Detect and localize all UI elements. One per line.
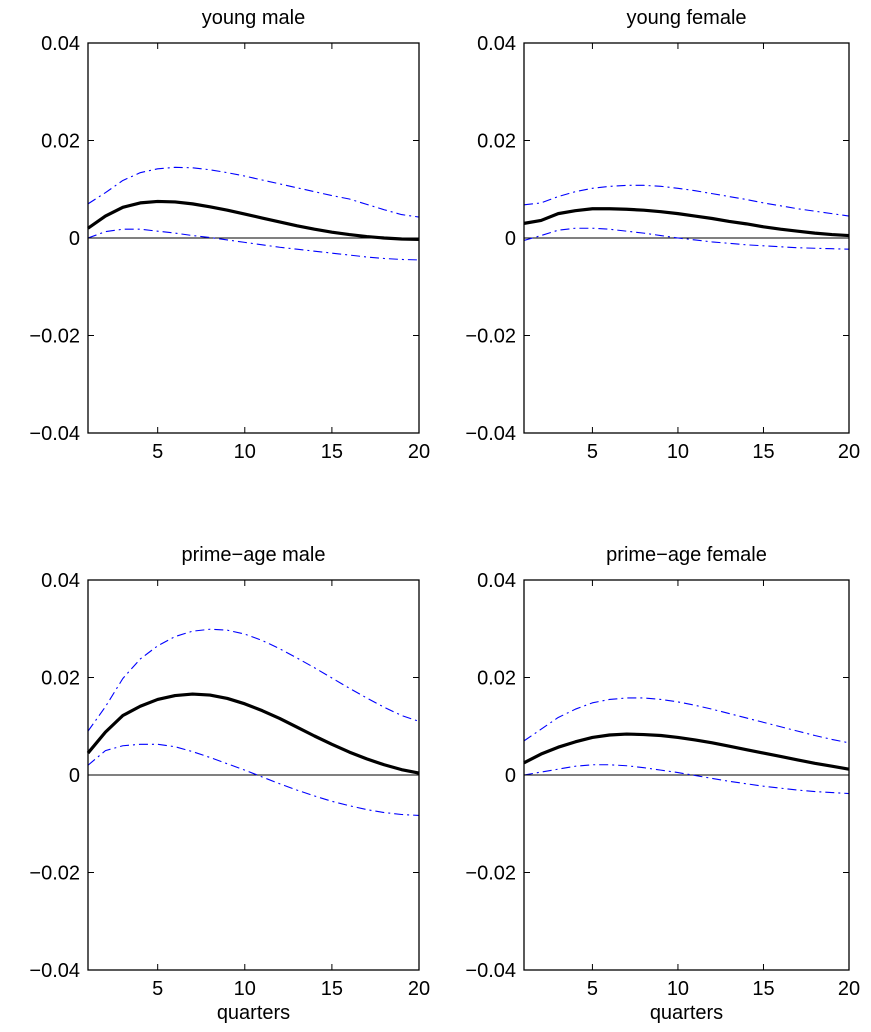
y-tick-label: −0.02 — [29, 863, 80, 885]
x-tick-label: 20 — [838, 978, 860, 1000]
x-tick-label: 15 — [752, 978, 774, 1000]
series-upper-line — [523, 697, 850, 744]
y-tick-label: 0 — [69, 228, 80, 250]
y-tick-label: −0.04 — [29, 423, 80, 445]
series-estimate-line — [523, 207, 850, 238]
y-tick-label: 0.04 — [477, 570, 516, 592]
series-upper-line — [523, 184, 850, 217]
x-tick-label: 15 — [321, 978, 343, 1000]
y-tick-label: 0.02 — [41, 131, 80, 153]
x-tick-label: 10 — [234, 978, 256, 1000]
x-tick-label: 20 — [408, 978, 430, 1000]
x-axis-label: quarters — [650, 1002, 723, 1024]
series-lower-line — [523, 764, 850, 795]
x-tick-label: 20 — [838, 441, 860, 463]
series-estimate-line — [87, 199, 420, 242]
y-tick-label: 0.02 — [477, 131, 516, 153]
x-tick-label: 20 — [408, 441, 430, 463]
y-tick-label: −0.02 — [29, 326, 80, 348]
x-tick-label: 5 — [587, 441, 598, 463]
panel-title: prime−age female — [606, 544, 767, 566]
series-upper-line — [87, 166, 420, 218]
x-tick-label: 5 — [152, 978, 163, 1000]
x-tick-label: 15 — [321, 441, 343, 463]
y-tick-label: 0.02 — [41, 668, 80, 690]
y-tick-label: −0.04 — [465, 423, 516, 445]
x-tick-label: 10 — [667, 978, 689, 1000]
y-tick-label: 0.02 — [477, 668, 516, 690]
x-tick-label: 10 — [667, 441, 689, 463]
y-tick-label: −0.02 — [465, 326, 516, 348]
panel-0: young male 5 10 15 20 −0.04 −0.02 0 0.02 0.04 — [29, 7, 430, 463]
y-tick-label: 0.04 — [477, 33, 516, 55]
y-tick-label: −0.02 — [465, 863, 516, 885]
panel-title: prime−age male — [182, 544, 326, 566]
panel-1: young female 5 10 15 20 −0.04 −0.02 0 0.02 0.04 — [465, 7, 860, 463]
x-tick-label: 5 — [587, 978, 598, 1000]
y-tick-label: −0.04 — [465, 960, 516, 982]
x-axis-label: quarters — [217, 1002, 290, 1024]
series-lower-line — [87, 743, 420, 817]
panel-3: prime−age female 5 10 15 20 −0.04 −0.02 0 0.02 0.… — [465, 544, 860, 1024]
x-tick-label: 5 — [152, 441, 163, 463]
panel-title: young male — [202, 7, 305, 29]
x-tick-label: 10 — [234, 441, 256, 463]
series-estimate-line — [523, 732, 850, 771]
series-upper-line — [87, 628, 420, 732]
y-tick-label: −0.04 — [29, 960, 80, 982]
panel-2: prime−age male 5 10 15 20 −0.04 −0.02 0 0.02 0.04… — [29, 544, 430, 1024]
y-tick-label: 0.04 — [41, 33, 80, 55]
series-lower-line — [87, 228, 420, 261]
y-tick-label: 0 — [505, 228, 516, 250]
y-tick-label: 0 — [505, 765, 516, 787]
series-lower-line — [523, 227, 850, 250]
y-tick-label: 0 — [69, 765, 80, 787]
panel-title: young female — [626, 7, 746, 29]
y-tick-label: 0.04 — [41, 570, 80, 592]
series-estimate-line — [86, 692, 420, 775]
x-tick-label: 15 — [752, 441, 774, 463]
